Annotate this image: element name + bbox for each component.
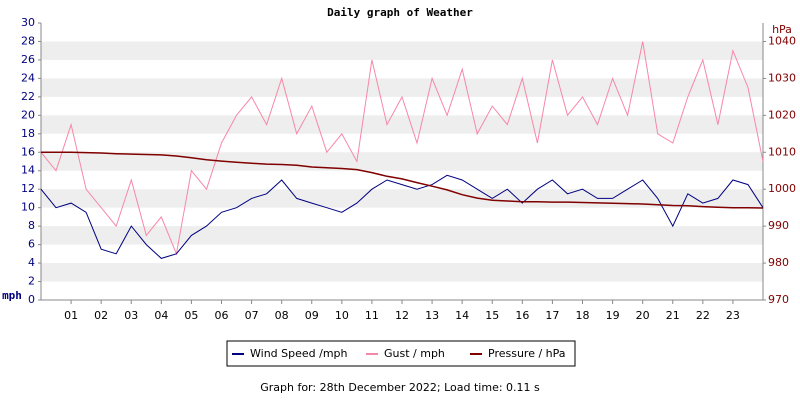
y-tick-label: 30	[21, 16, 35, 29]
y2-tick-label: 1030	[768, 71, 796, 84]
x-tick-label: 19	[606, 309, 620, 322]
y-tick-label: 28	[21, 34, 35, 47]
x-tick-label: 12	[395, 309, 409, 322]
x-tick-label: 09	[305, 309, 319, 322]
y-tick-label: 12	[21, 182, 35, 195]
y2-axis-label: hPa	[772, 23, 792, 36]
grid-band	[41, 115, 763, 134]
y2-tick-label: 970	[768, 293, 789, 306]
footer: Graph for: 28th December 2022; Load time…	[260, 381, 540, 394]
grid-band	[41, 41, 763, 60]
y2-tick-label: 1010	[768, 145, 796, 158]
y-tick-label: 24	[21, 71, 35, 84]
x-tick-label: 17	[545, 309, 559, 322]
x-tick-label: 05	[184, 309, 198, 322]
y-tick-label: 20	[21, 108, 35, 121]
x-tick-label: 15	[485, 309, 499, 322]
legend-label: Gust / mph	[384, 347, 445, 360]
y-tick-label: 16	[21, 145, 35, 158]
chart-title: Daily graph of Weather	[327, 6, 473, 19]
grid-band	[41, 152, 763, 171]
series-line	[40, 41, 764, 256]
x-tick-label: 22	[696, 309, 710, 322]
y-tick-label: 2	[28, 275, 35, 288]
x-tick-label: 06	[215, 309, 229, 322]
grid-band	[41, 263, 763, 282]
series-line	[40, 174, 764, 259]
grid-band	[41, 226, 763, 245]
y-tick-label: 14	[21, 164, 35, 177]
x-tick-label: 07	[245, 309, 259, 322]
x-tick-label: 14	[455, 309, 469, 322]
x-tick-label: 23	[726, 309, 740, 322]
y-tick-label: 18	[21, 127, 35, 140]
y-tick-label: 6	[28, 238, 35, 251]
y-tick-label: 4	[28, 256, 35, 269]
y-tick-label: 26	[21, 53, 35, 66]
legend	[226, 340, 576, 367]
x-tick-label: 16	[515, 309, 529, 322]
x-tick-label: 13	[425, 309, 439, 322]
y2-tick-label: 980	[768, 256, 789, 269]
x-tick-label: 02	[94, 309, 108, 322]
x-tick-label: 01	[64, 309, 78, 322]
y2-tick-label: 1020	[768, 108, 796, 121]
y-axis-label: mph	[2, 289, 22, 302]
x-tick-label: 11	[365, 309, 379, 322]
x-tick-label: 10	[335, 309, 349, 322]
y-tick-label: 10	[21, 201, 35, 214]
y-tick-label: 22	[21, 90, 35, 103]
legend-label: Pressure / hPa	[488, 347, 566, 360]
x-tick-label: 18	[576, 309, 590, 322]
series-line	[41, 151, 764, 209]
y2-tick-label: 990	[768, 219, 789, 232]
y-tick-label: 0	[28, 293, 35, 306]
x-tick-label: 04	[154, 309, 168, 322]
y2-tick-label: 1040	[768, 34, 796, 47]
grid-band	[41, 78, 763, 97]
y2-tick-label: 1000	[768, 182, 796, 195]
x-tick-label: 21	[666, 309, 680, 322]
legend-label: Wind Speed /mph	[250, 347, 348, 360]
x-tick-label: 08	[275, 309, 289, 322]
y-tick-label: 8	[28, 219, 35, 232]
x-tick-label: 20	[636, 309, 650, 322]
x-tick-label: 03	[124, 309, 138, 322]
